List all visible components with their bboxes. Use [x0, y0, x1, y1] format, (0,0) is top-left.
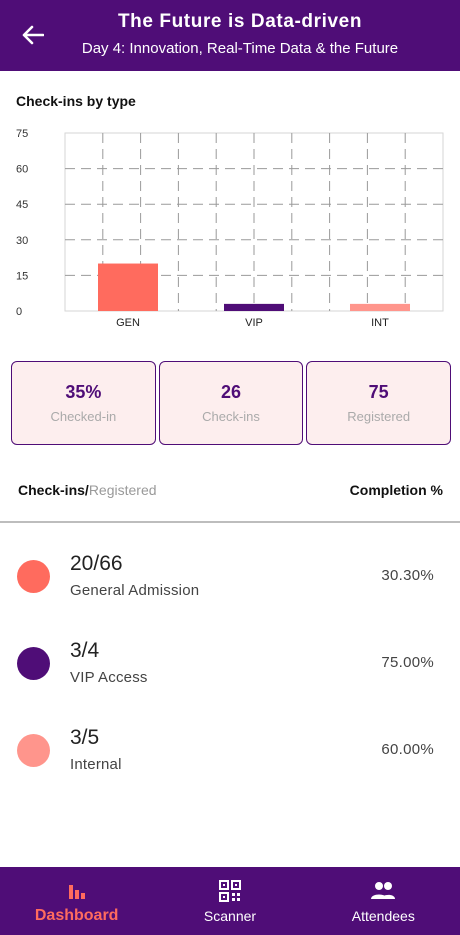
stat-value: 35%	[65, 382, 102, 402]
list-item: 3/4 VIP Access 75.00%	[0, 633, 460, 703]
bottom-nav: Dashboard Scanner	[0, 867, 460, 935]
x-tick-label: GEN	[116, 317, 140, 329]
page-subtitle: Day 4: Innovation, Real-Time Data & the …	[81, 40, 399, 57]
arrow-left-icon	[22, 25, 44, 45]
page-title: The Future is Data-driven	[117, 11, 363, 32]
bar-gen	[98, 263, 158, 311]
nav-scanner[interactable]: Scanner	[153, 867, 306, 935]
row-percent: 30.30%	[381, 567, 434, 584]
list-header-checkins: Check-ins/	[18, 482, 89, 498]
x-tick-label: INT	[371, 317, 389, 329]
row-percent: 75.00%	[381, 654, 434, 671]
y-tick-label: 60	[16, 164, 28, 176]
stat-value: 75	[368, 382, 389, 402]
list-header: Check-ins/Registered Completion %	[18, 482, 443, 498]
back-button[interactable]	[18, 20, 48, 50]
y-tick-label: 15	[16, 270, 28, 282]
stat-card-checked-in: 35% Checked-in	[11, 361, 156, 445]
qr-code-icon	[218, 878, 242, 904]
stats-row: 35% Checked-in 26 Check-ins 75 Registere…	[11, 361, 452, 445]
stat-label: Registered	[347, 409, 411, 424]
list-item: 20/66 General Admission 30.30%	[0, 546, 460, 616]
row-count: 3/4	[70, 639, 100, 662]
row-count: 3/5	[70, 726, 100, 749]
list-header-registered: Registered	[88, 482, 157, 498]
row-name: General Admission	[70, 582, 200, 599]
row-count: 20/66	[70, 552, 123, 575]
row-percent: 60.00%	[381, 741, 434, 758]
color-dot	[17, 560, 50, 593]
color-dot	[17, 734, 50, 767]
divider	[0, 521, 460, 523]
stat-card-check-ins: 26 Check-ins	[158, 361, 304, 445]
nav-label: Scanner	[203, 908, 257, 924]
y-tick-label: 30	[16, 235, 28, 247]
checkins-chart: 0 15 30 45 60 75 GEN VIP INT	[0, 120, 460, 335]
color-dot	[17, 647, 50, 680]
nav-label: Attendees	[351, 908, 415, 924]
x-tick-label: VIP	[245, 317, 263, 329]
list-item: 3/5 Internal 60.00%	[0, 720, 460, 790]
list-header-left: Check-ins/Registered	[18, 482, 157, 498]
row-name: VIP Access	[70, 669, 148, 686]
people-icon	[369, 878, 397, 904]
y-tick-label: 45	[16, 199, 28, 211]
app-header: The Future is Data-driven Day 4: Innovat…	[0, 0, 460, 71]
bar-int	[350, 303, 410, 311]
stat-label: Check-ins	[202, 409, 260, 424]
y-tick-label: 75	[16, 128, 28, 140]
list-header-completion: Completion %	[349, 482, 443, 498]
nav-dashboard[interactable]: Dashboard	[0, 867, 153, 935]
bar-chart: 0 15 30 45 60 75 GEN VIP INT	[16, 128, 444, 329]
nav-attendees[interactable]: Attendees	[307, 867, 460, 935]
y-tick-label: 0	[16, 306, 22, 318]
nav-label: Dashboard	[34, 907, 119, 924]
stat-value: 26	[220, 382, 242, 402]
row-name: Internal	[70, 756, 122, 773]
stat-label: Checked-in	[50, 409, 117, 424]
chart-title: Check-ins by type	[16, 93, 136, 109]
bar-chart-icon	[66, 877, 88, 903]
bar-vip	[224, 303, 284, 311]
stat-card-registered: 75 Registered	[306, 361, 452, 445]
